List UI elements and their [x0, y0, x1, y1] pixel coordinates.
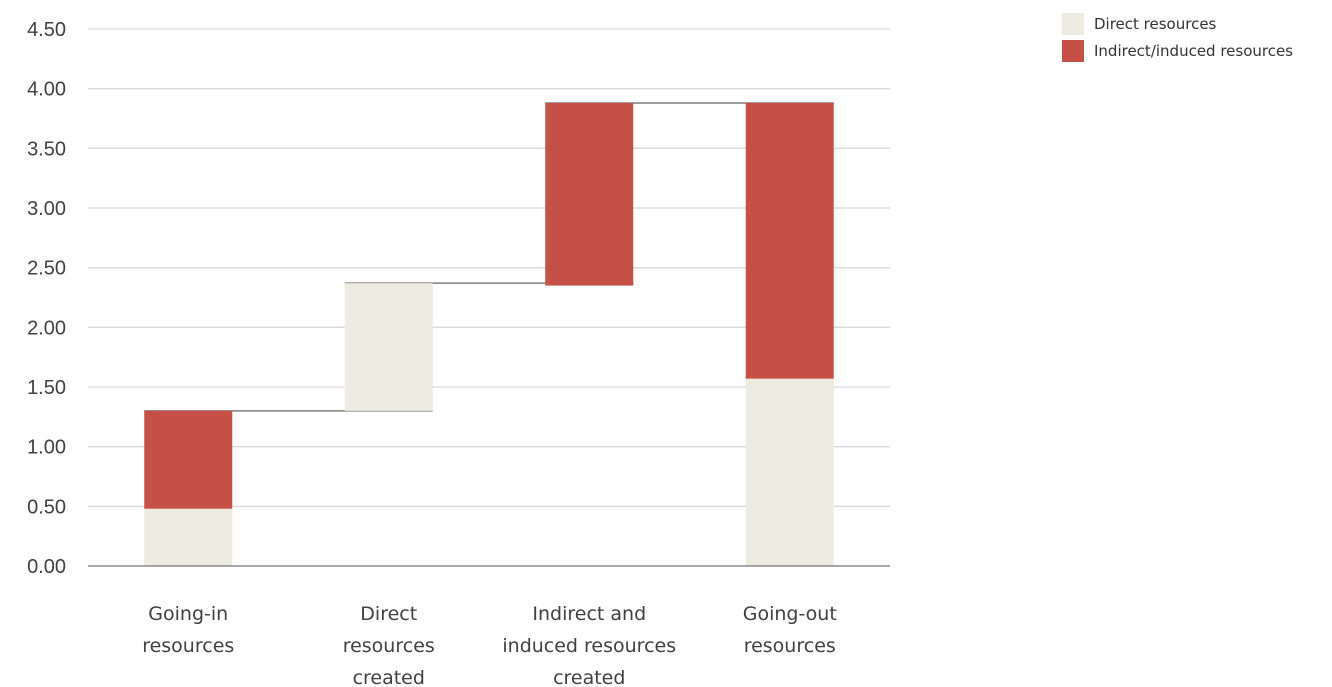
bar-indirect-0	[144, 410, 233, 509]
x-category-label: resources	[343, 635, 435, 657]
legend-label-direct: Direct resources	[1094, 14, 1217, 33]
bar-direct-3	[745, 378, 834, 566]
x-category-label: Going-in	[148, 603, 228, 625]
x-category-label: Direct	[360, 603, 417, 625]
y-tick-label: 3.00	[27, 198, 66, 220]
x-category-label: Indirect and	[532, 603, 646, 625]
bar-indirect-3	[745, 102, 834, 379]
legend: Direct resources Indirect/induced resour…	[1062, 10, 1293, 64]
x-category-label: resources	[744, 635, 836, 657]
y-tick-label: 2.00	[27, 317, 66, 339]
y-tick-label: 1.50	[27, 377, 66, 399]
legend-swatch-direct	[1062, 12, 1084, 35]
y-tick-label: 0.00	[27, 556, 66, 578]
x-axis-category-labels: Going-in resources Direct resources created I…	[142, 603, 837, 687]
bars	[144, 102, 834, 566]
x-category-label: induced resources	[502, 635, 676, 657]
legend-label-indirect: Indirect/induced resources	[1094, 41, 1294, 60]
bar-direct-0	[144, 508, 233, 566]
x-category-label: resources	[142, 635, 234, 657]
y-tick-label: 3.50	[27, 138, 66, 160]
y-tick-label: 4.00	[27, 79, 66, 101]
y-tick-label: 0.50	[27, 496, 66, 518]
bar-direct-1	[344, 283, 433, 411]
y-tick-label: 2.50	[27, 258, 66, 280]
bar-indirect-2	[545, 102, 634, 286]
y-axis-tick-labels: 0.00 0.50 1.00 1.50 2.00 2.50 3.00 3.50 4.00 4.50	[27, 19, 66, 578]
x-category-label: Going-out	[743, 603, 837, 625]
legend-item-indirect: Indirect/induced resources	[1062, 37, 1293, 64]
legend-swatch-indirect	[1062, 39, 1084, 62]
y-tick-label: 4.50	[27, 19, 66, 41]
x-category-label: created	[353, 667, 425, 687]
connector-lines	[144, 102, 834, 412]
legend-item-direct: Direct resources	[1062, 10, 1293, 37]
y-tick-label: 1.00	[27, 437, 66, 459]
x-category-label: created	[553, 667, 625, 687]
